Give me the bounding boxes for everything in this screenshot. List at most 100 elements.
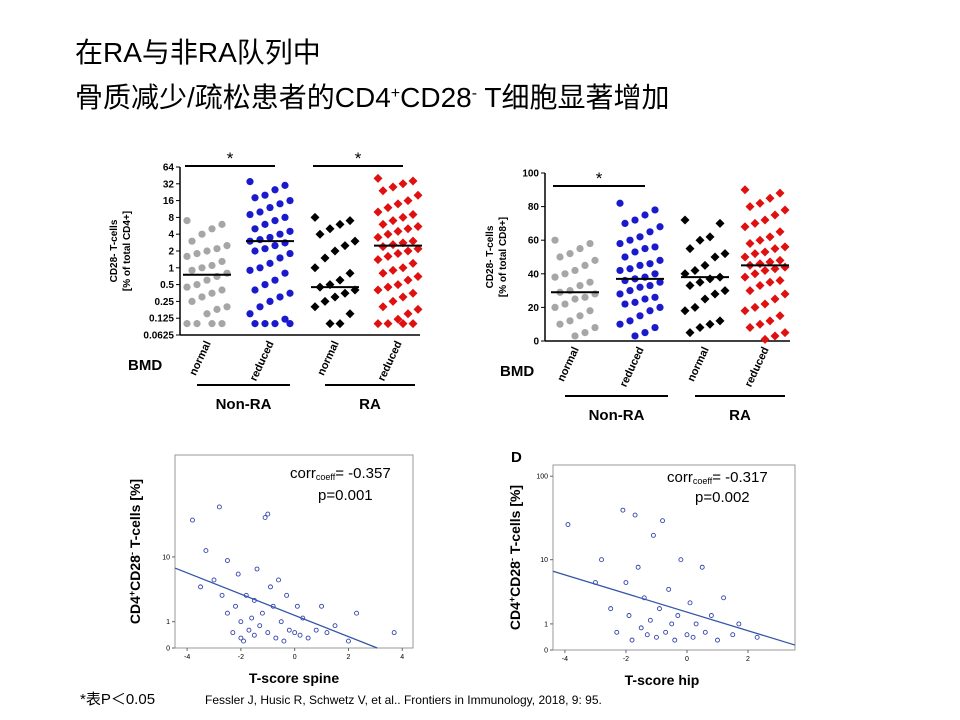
data-point [775, 188, 785, 198]
data-point [315, 229, 325, 239]
data-point [266, 203, 274, 212]
y-label-part: CD28 [127, 555, 143, 591]
data-point [740, 306, 750, 316]
significance-star: * [227, 149, 234, 168]
data-point [383, 203, 393, 213]
data-point [571, 295, 579, 303]
data-point [551, 273, 559, 281]
y-axis-label: CD28- T-cells [% of total CD8+] [485, 217, 509, 297]
data-point [571, 332, 579, 340]
data-point [629, 637, 635, 643]
data-point [335, 319, 345, 329]
data-point [636, 233, 644, 241]
y-label-part: - [507, 558, 517, 561]
x-tick-label: -2 [238, 654, 244, 661]
y-tick-label: 40 [528, 269, 540, 280]
data-point [198, 264, 206, 272]
data-point [271, 320, 279, 328]
data-point [213, 245, 221, 253]
data-point [672, 637, 678, 643]
data-point [666, 586, 672, 592]
data-point [413, 221, 423, 231]
y-tick-label: 60 [528, 236, 540, 247]
data-point [313, 627, 319, 633]
data-point [216, 504, 222, 510]
data-point [760, 247, 770, 257]
data-point [305, 635, 311, 641]
data-point [693, 621, 699, 627]
fit-line [552, 570, 796, 646]
title-part: 骨质减少/疏松患者的CD4 [75, 82, 391, 113]
data-point [241, 638, 247, 644]
y-label-line: [% of total CD4+] [122, 211, 133, 291]
data-point [750, 302, 760, 312]
data-point [218, 220, 226, 228]
y-tick-label: 1 [168, 263, 174, 274]
data-point [775, 255, 785, 265]
data-point [332, 623, 338, 629]
y-tick-label: 0 [533, 337, 539, 348]
data-point [621, 219, 629, 227]
y-axis-label: CD4+CD28- T-cells [%] [507, 485, 523, 630]
x-axis-label: T-score spine [249, 670, 339, 686]
y-tick-label: 0.25 [155, 297, 175, 308]
data-point [631, 216, 639, 224]
data-point [680, 215, 690, 225]
data-point [641, 329, 649, 337]
data-point [345, 268, 355, 278]
data-point [620, 507, 626, 513]
data-point [320, 296, 330, 306]
data-point [265, 511, 271, 517]
data-point [219, 592, 225, 598]
data-point [373, 173, 383, 183]
panel-label: D [511, 449, 522, 466]
data-point [715, 637, 720, 643]
data-point [740, 272, 750, 282]
data-point [556, 320, 564, 328]
y-tick-label: 16 [163, 196, 175, 207]
y-label-line: CD28- T-cells [109, 219, 120, 282]
data-point [238, 619, 244, 625]
data-point [310, 263, 320, 273]
data-point [388, 296, 398, 306]
data-point [710, 289, 720, 299]
data-point [213, 305, 221, 313]
y-tick-label: 100 [522, 169, 539, 180]
data-point [238, 635, 244, 641]
data-point [198, 584, 203, 590]
data-point [636, 312, 644, 320]
data-point [576, 312, 584, 320]
data-point [354, 610, 359, 616]
data-point [413, 271, 423, 281]
data-point [641, 245, 649, 253]
y-tick-label: 4 [168, 230, 174, 241]
data-point [223, 241, 231, 250]
data-point [651, 270, 659, 278]
data-point [646, 281, 654, 290]
data-point [203, 247, 211, 255]
group-label: RA [359, 396, 381, 413]
data-point [265, 630, 271, 636]
data-point [378, 302, 388, 312]
data-point [551, 303, 559, 311]
category-label: reduced [376, 339, 405, 383]
data-point [591, 256, 599, 264]
data-point [651, 206, 659, 214]
data-point [398, 212, 408, 222]
data-point [398, 292, 408, 302]
data-point [281, 315, 289, 323]
plot-frame [552, 464, 796, 651]
data-point [413, 190, 423, 200]
data-point [294, 603, 300, 609]
data-point [383, 229, 393, 239]
data-point [669, 621, 675, 627]
data-point [755, 259, 765, 269]
data-point [261, 245, 269, 253]
data-point [310, 302, 320, 312]
data-point [198, 230, 206, 238]
data-point [249, 615, 255, 621]
data-point [393, 199, 403, 209]
x-axis-label: T-score hip [625, 672, 700, 688]
data-point [408, 236, 418, 246]
category-label: normal [685, 345, 711, 383]
